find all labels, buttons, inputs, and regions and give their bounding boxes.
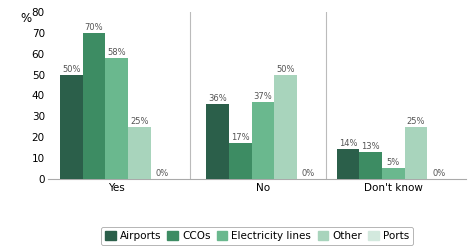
Text: 0%: 0% [432,169,446,178]
Text: 5%: 5% [387,158,400,167]
Text: 0%: 0% [156,169,169,178]
Bar [405,127,427,179]
Bar [206,104,229,179]
Bar [359,152,382,179]
Bar [105,58,128,179]
Bar [252,102,274,179]
Bar [337,150,359,179]
Bar [274,75,297,179]
Text: 25%: 25% [407,117,426,125]
Text: 50%: 50% [62,65,80,74]
Text: 58%: 58% [108,48,126,57]
Text: 14%: 14% [339,139,357,149]
Y-axis label: %: % [20,12,32,25]
Text: 36%: 36% [208,94,227,103]
Text: 25%: 25% [130,117,149,125]
Text: 70%: 70% [85,23,103,32]
Text: 0%: 0% [302,169,315,178]
Bar [60,75,83,179]
Text: 50%: 50% [277,65,295,74]
Legend: Airports, CCOs, Electricity lines, Other, Ports: Airports, CCOs, Electricity lines, Other… [101,227,413,245]
Text: 37%: 37% [254,92,272,101]
Bar [229,143,252,179]
Text: 17%: 17% [231,133,249,142]
Bar [128,127,151,179]
Bar [382,168,405,179]
Text: 13%: 13% [361,142,380,151]
Bar [83,33,105,179]
